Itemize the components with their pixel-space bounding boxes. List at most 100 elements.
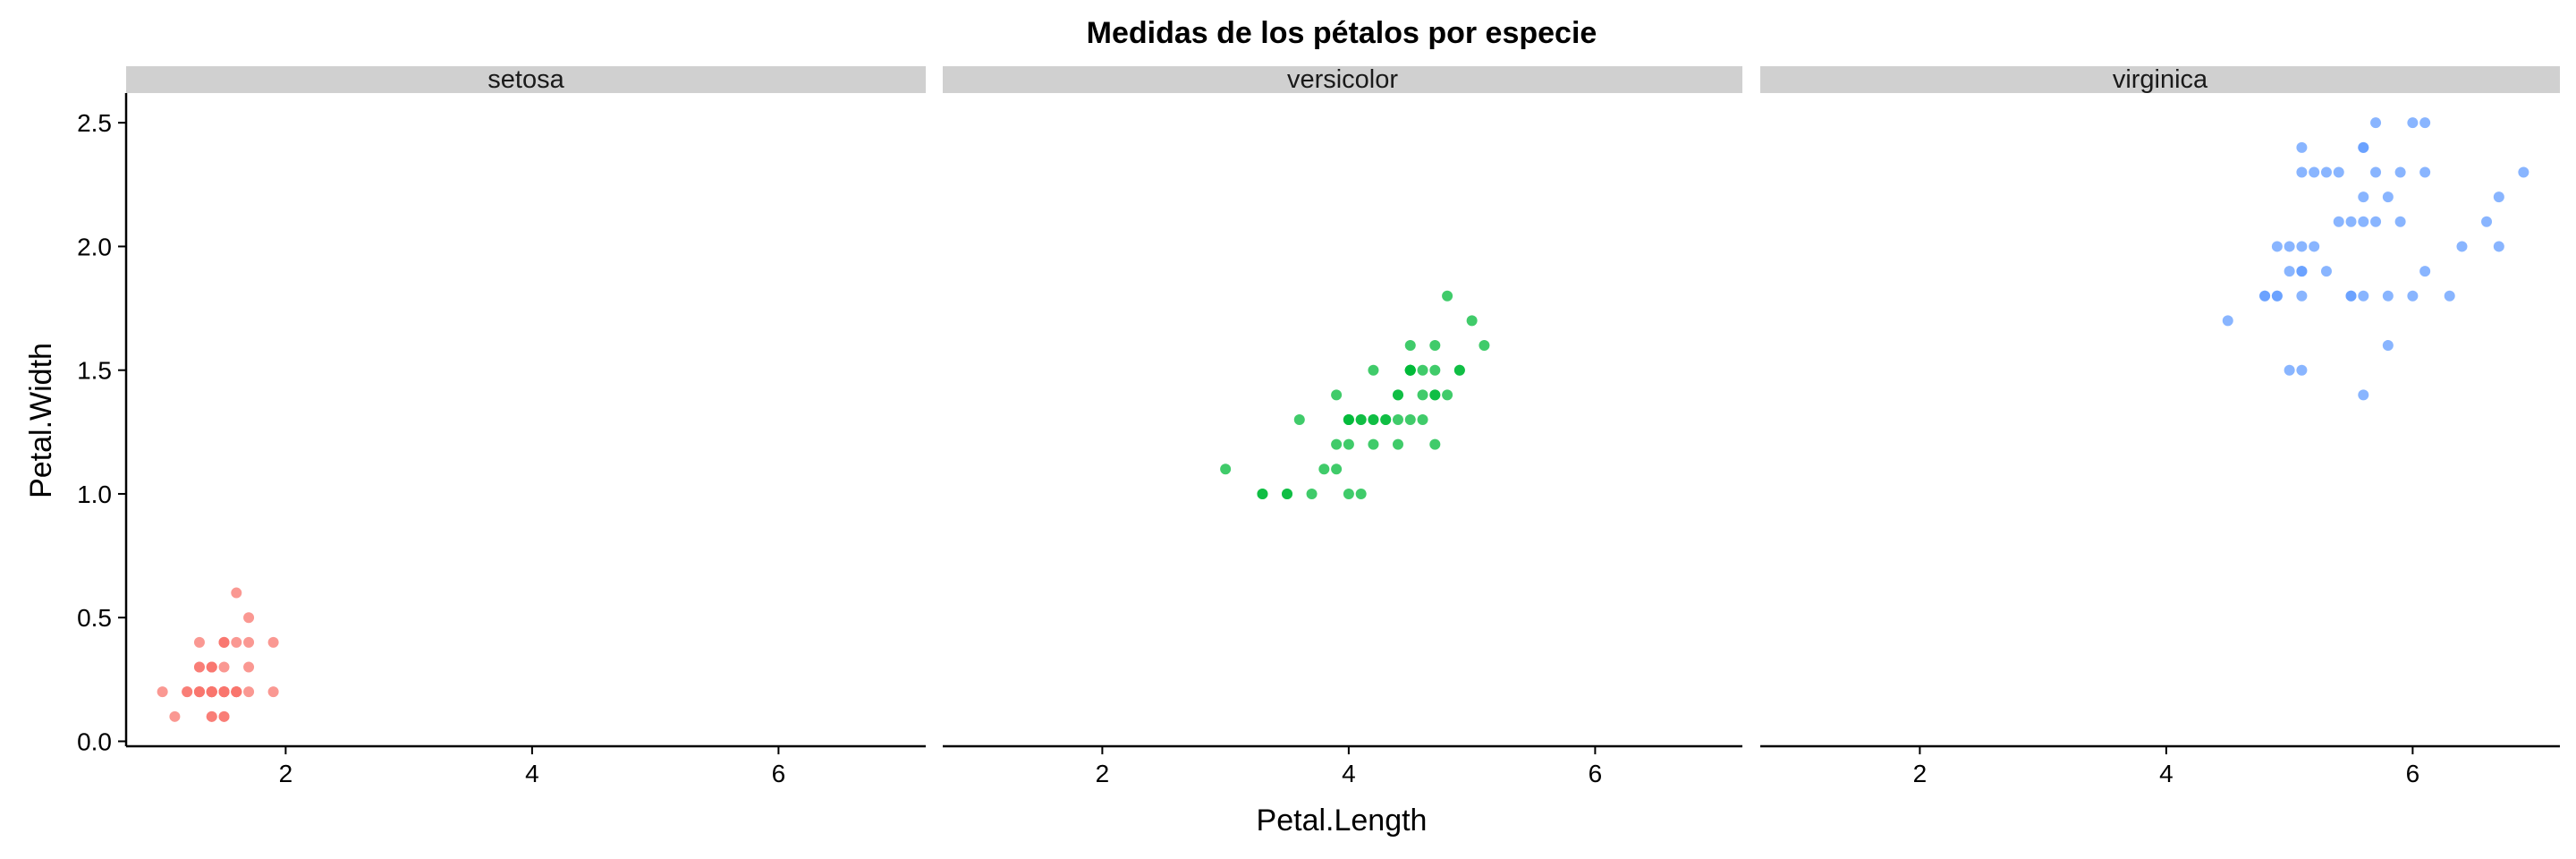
data-point bbox=[2296, 166, 2308, 178]
data-point bbox=[2309, 241, 2320, 252]
data-point bbox=[182, 686, 193, 698]
data-point bbox=[2370, 117, 2382, 129]
data-point bbox=[1453, 364, 1465, 376]
data-point bbox=[193, 661, 205, 673]
data-point bbox=[1331, 438, 1343, 450]
data-point bbox=[2370, 216, 2382, 227]
data-point bbox=[231, 636, 242, 648]
data-point bbox=[1380, 414, 1392, 425]
data-point bbox=[1404, 340, 1416, 352]
data-point bbox=[1355, 414, 1367, 425]
data-point bbox=[1392, 414, 1403, 425]
y-tick-label: 0.0 bbox=[77, 727, 112, 755]
x-tick-label: 2 bbox=[279, 760, 293, 787]
data-point bbox=[267, 686, 279, 698]
data-point bbox=[206, 710, 217, 722]
data-point bbox=[206, 661, 217, 673]
data-point bbox=[2493, 241, 2504, 252]
data-point bbox=[2358, 216, 2369, 227]
data-point bbox=[1355, 488, 1367, 499]
data-point bbox=[169, 710, 181, 722]
data-point bbox=[1282, 488, 1293, 499]
data-point bbox=[2358, 290, 2369, 302]
chart-title: Medidas de los pétalos por especie bbox=[1087, 16, 1597, 50]
y-tick-label: 2.0 bbox=[77, 233, 112, 260]
x-axis-title: Petal.Length bbox=[1257, 804, 1428, 838]
data-point bbox=[2333, 166, 2344, 178]
data-point bbox=[2382, 340, 2394, 352]
data-point bbox=[218, 636, 230, 648]
data-point bbox=[157, 686, 168, 698]
data-point bbox=[2394, 166, 2406, 178]
data-point bbox=[2296, 364, 2308, 376]
data-point bbox=[1429, 438, 1441, 450]
facet-strip bbox=[126, 66, 926, 93]
x-tick-label: 6 bbox=[2406, 760, 2420, 787]
data-point bbox=[1442, 389, 1453, 401]
facet-strip bbox=[1760, 66, 2560, 93]
x-tick-label: 6 bbox=[772, 760, 786, 787]
y-tick-label: 2.5 bbox=[77, 109, 112, 137]
data-point bbox=[2296, 290, 2308, 302]
data-point bbox=[1343, 438, 1354, 450]
facet-strip-label: versicolor bbox=[1287, 65, 1398, 94]
data-point bbox=[1306, 488, 1318, 499]
data-point bbox=[1368, 438, 1379, 450]
data-point bbox=[231, 587, 242, 599]
facet-panel-versicolor: versicolor 2 4 6 bbox=[943, 65, 1742, 787]
data-point bbox=[218, 686, 230, 698]
data-point bbox=[1392, 389, 1403, 401]
data-point bbox=[2358, 389, 2369, 401]
data-point bbox=[2345, 216, 2357, 227]
data-point bbox=[2296, 266, 2308, 277]
data-point bbox=[2284, 364, 2295, 376]
data-point bbox=[1417, 414, 1428, 425]
data-point bbox=[1442, 290, 1453, 302]
data-point bbox=[1417, 389, 1428, 401]
data-point bbox=[2222, 315, 2233, 327]
facet-panel-setosa: setosa 2 4 6 0.0 0.5 1.0 1.5 2.0 2.5 bbox=[77, 65, 926, 787]
data-point bbox=[2284, 241, 2295, 252]
data-point bbox=[218, 710, 230, 722]
data-point bbox=[2345, 290, 2357, 302]
data-point bbox=[1429, 340, 1441, 352]
data-point bbox=[1343, 488, 1354, 499]
data-point bbox=[2259, 290, 2271, 302]
data-point bbox=[2382, 191, 2394, 203]
data-point bbox=[2296, 241, 2308, 252]
x-tick-label: 4 bbox=[1342, 760, 1356, 787]
data-point bbox=[2394, 216, 2406, 227]
data-point bbox=[2320, 166, 2332, 178]
data-point bbox=[206, 686, 217, 698]
data-point bbox=[2271, 241, 2283, 252]
x-tick-label: 6 bbox=[1589, 760, 1603, 787]
data-point bbox=[2407, 290, 2419, 302]
data-point bbox=[2419, 166, 2431, 178]
x-tick-label: 2 bbox=[1096, 760, 1110, 787]
data-point bbox=[2419, 266, 2431, 277]
data-point bbox=[1331, 389, 1343, 401]
data-point bbox=[1318, 464, 1330, 475]
data-point bbox=[2333, 216, 2344, 227]
facet-strip-label: virginica bbox=[2113, 65, 2208, 94]
data-point bbox=[2456, 241, 2468, 252]
data-point bbox=[1220, 464, 1232, 475]
facet-strip-label: setosa bbox=[487, 65, 564, 94]
data-point bbox=[1392, 438, 1403, 450]
data-point bbox=[243, 686, 255, 698]
data-point bbox=[243, 661, 255, 673]
data-point bbox=[193, 686, 205, 698]
data-point bbox=[1466, 315, 1478, 327]
data-point bbox=[1404, 364, 1416, 376]
data-point bbox=[193, 636, 205, 648]
y-tick-label: 1.0 bbox=[77, 481, 112, 508]
data-point bbox=[1429, 364, 1441, 376]
data-point bbox=[1429, 389, 1441, 401]
data-point bbox=[2370, 166, 2382, 178]
x-tick-label: 2 bbox=[1913, 760, 1928, 787]
x-tick-label: 4 bbox=[2159, 760, 2174, 787]
data-point bbox=[1368, 364, 1379, 376]
facet-strip bbox=[943, 66, 1742, 93]
y-axis-title: Petal.Width bbox=[24, 343, 58, 498]
data-point bbox=[2419, 117, 2431, 129]
